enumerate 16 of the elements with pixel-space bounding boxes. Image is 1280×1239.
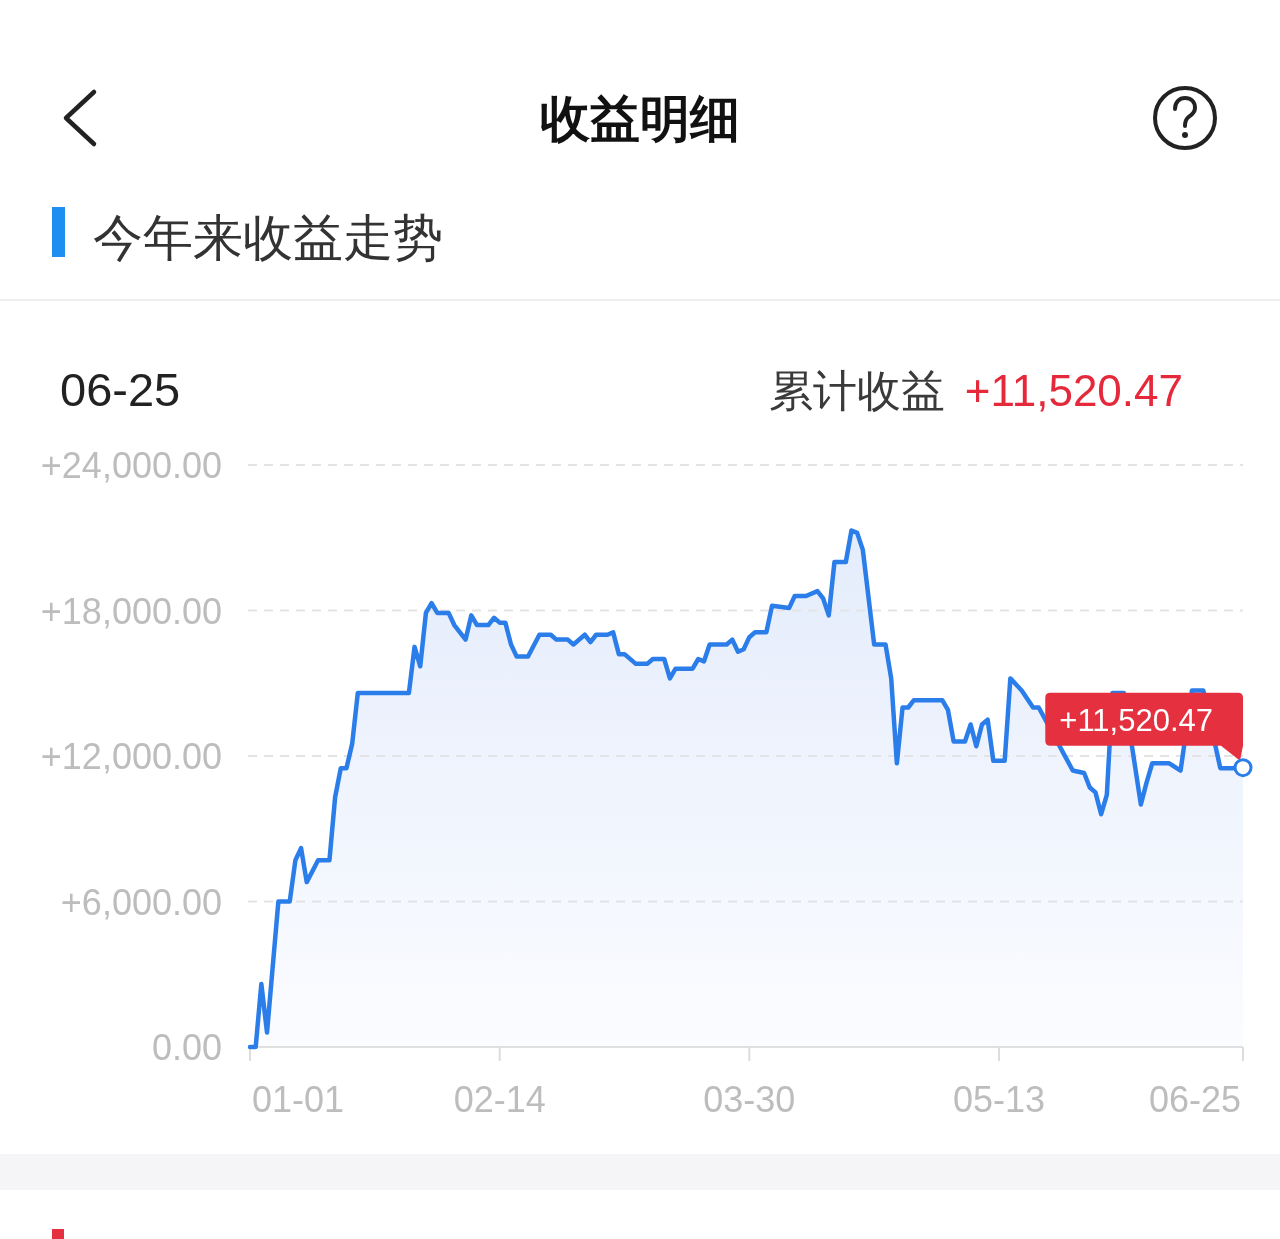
annotation: +11,520.47 xyxy=(964,366,1183,415)
ytick-label: +24,000.00 xyxy=(40,445,222,486)
xtick-label: 01-01 xyxy=(252,1079,345,1120)
ytick-label: 0.00 xyxy=(151,1027,222,1068)
xtick-label: 03-30 xyxy=(703,1079,796,1120)
xtick-label: 02-14 xyxy=(453,1079,546,1120)
xtick-label: 06-25 xyxy=(1148,1079,1241,1120)
annotation: 累计收益 xyxy=(768,366,945,415)
xtick-label: 05-13 xyxy=(952,1079,1046,1120)
ytick-label: +12,000.00 xyxy=(40,736,222,777)
ytick-label: +18,000.00 xyxy=(40,590,222,632)
subtitle: 今年来收益走势 xyxy=(93,210,443,266)
annotation: 06-25 xyxy=(60,363,181,416)
title: 收益明细 xyxy=(540,91,740,147)
ytick-label: +6,000.00 xyxy=(60,881,222,923)
annotation: +11,520.47 xyxy=(1059,702,1213,738)
